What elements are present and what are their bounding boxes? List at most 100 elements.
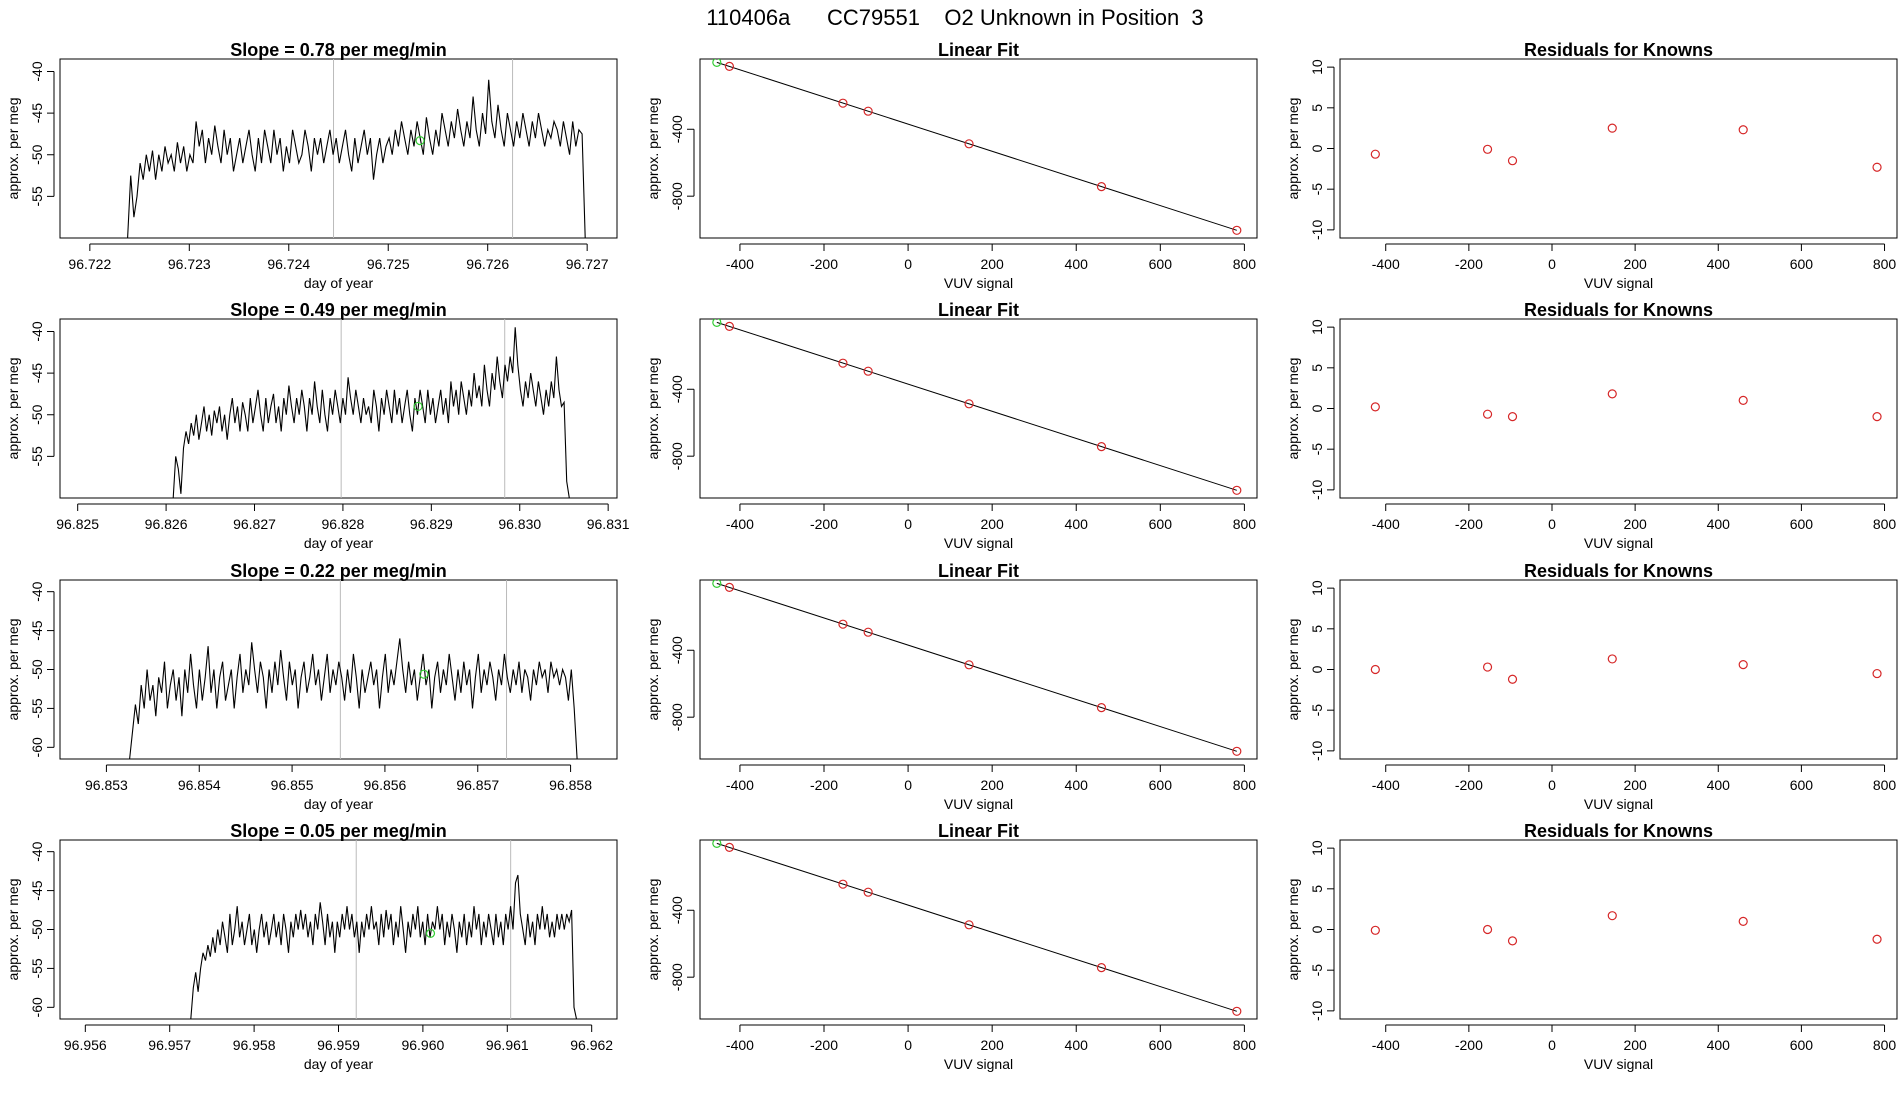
y-tick-label: 10 (1309, 580, 1325, 596)
known-point (1096, 182, 1107, 192)
y-tick-label: -800 (669, 703, 685, 731)
y-tick-label: -10 (1309, 741, 1325, 761)
x-tick-label: 96.825 (56, 516, 99, 532)
y-tick-label: -400 (669, 636, 685, 664)
x-tick-label: 96.856 (364, 777, 407, 793)
y-tick-label: -60 (29, 737, 45, 757)
x-tick-label: -200 (810, 777, 838, 793)
known-point (1507, 674, 1518, 684)
unknown-point (413, 401, 423, 412)
x-axis-label: day of year (304, 275, 374, 291)
series-line (127, 79, 586, 238)
x-axis-label: VUV signal (1584, 535, 1653, 551)
y-tick-label: -55 (29, 186, 45, 206)
known-point (1738, 395, 1748, 405)
chart-title: Slope = 0.22 per meg/min (230, 561, 447, 581)
unknown-point (425, 928, 436, 938)
y-tick-label: -400 (669, 896, 685, 924)
plot-area (712, 59, 1242, 235)
known-point (863, 627, 873, 637)
x-tick-label: 800 (1233, 1037, 1257, 1053)
x-tick-label: -200 (1455, 516, 1483, 532)
x-tick-label: 0 (1548, 516, 1556, 532)
known-point (1370, 149, 1380, 159)
known-point (1232, 485, 1242, 495)
plot-area (190, 840, 578, 1019)
chart-panel-6: Linear Fit -400 -200 0 200 400 600 800 VUV signa… (645, 300, 1258, 551)
known-point (724, 582, 735, 592)
y-tick-label: 0 (1309, 665, 1325, 673)
x-tick-label: 96.853 (85, 777, 128, 793)
chart-panel-10: Residuals for Knowns -400 -200 0 200 400 600 80… (1285, 300, 1898, 551)
y-axis-label: approx. per meg (5, 619, 21, 721)
known-point (863, 887, 873, 897)
unknown-point (712, 580, 722, 588)
known-point (1607, 654, 1617, 664)
x-tick-label: 400 (1707, 777, 1731, 793)
y-tick-label: -45 (29, 363, 45, 383)
known-point (964, 139, 974, 149)
chart-title: Linear Fit (938, 40, 1019, 60)
plot-frame (59, 839, 618, 1020)
known-point (964, 399, 974, 409)
page-title: 110406a CC79551 O2 Unknown in Position 3 (706, 5, 1203, 30)
x-tick-label: -200 (810, 256, 838, 272)
plot-frame (59, 58, 618, 239)
plot-area (712, 580, 1242, 756)
chart-title: Residuals for Knowns (1524, 561, 1713, 581)
y-tick-label: -55 (29, 446, 45, 466)
x-tick-label: 200 (980, 516, 1004, 532)
y-tick-label: 5 (1309, 625, 1325, 633)
x-tick-label: 800 (1873, 256, 1897, 272)
known-point (838, 619, 848, 629)
y-tick-label: -40 (29, 61, 45, 81)
x-tick-label: 96.725 (367, 256, 410, 272)
unknown-point (415, 135, 425, 146)
known-point (1232, 225, 1242, 235)
y-axis-label: approx. per meg (5, 879, 21, 981)
x-tick-label: -400 (726, 256, 754, 272)
x-tick-label: -200 (1455, 1037, 1483, 1053)
x-tick-label: 600 (1149, 777, 1173, 793)
known-point (1872, 162, 1882, 172)
known-point (1872, 668, 1882, 679)
x-tick-label: 96.857 (456, 777, 499, 793)
known-point (838, 879, 848, 889)
y-tick-label: 0 (1309, 925, 1325, 933)
y-axis-label: approx. per meg (5, 358, 21, 460)
known-point (1096, 963, 1107, 973)
x-axis-label: VUV signal (1584, 796, 1653, 812)
known-point (838, 358, 848, 368)
y-tick-label: 5 (1309, 364, 1325, 372)
x-tick-label: 96.956 (64, 1037, 107, 1053)
x-tick-label: 96.958 (233, 1037, 276, 1053)
x-tick-label: -200 (810, 516, 838, 532)
x-tick-label: 96.854 (178, 777, 221, 793)
known-point (863, 106, 873, 116)
y-tick-label: 0 (1309, 144, 1325, 152)
known-point (1232, 1006, 1242, 1016)
y-axis-label: approx. per meg (1285, 619, 1301, 721)
known-point (964, 660, 974, 670)
x-axis-label: day of year (304, 1056, 374, 1072)
known-point (1482, 409, 1493, 419)
chart-title: Slope = 0.78 per meg/min (230, 40, 447, 60)
known-point (1738, 660, 1748, 670)
chart-panel-4: Slope = 0.05 per meg/min 96.956 96.957 96.9… (5, 821, 618, 1072)
x-tick-label: 800 (1233, 777, 1257, 793)
x-tick-label: 0 (1548, 256, 1556, 272)
x-axis-label: VUV signal (944, 535, 1013, 551)
y-tick-label: -45 (29, 620, 45, 640)
x-tick-label: 200 (980, 1037, 1004, 1053)
fit-line (716, 582, 1237, 752)
x-tick-label: 800 (1233, 256, 1257, 272)
y-tick-label: -10 (1309, 1001, 1325, 1021)
plot-frame (1339, 579, 1898, 760)
x-tick-label: 96.727 (566, 256, 609, 272)
x-tick-label: 0 (904, 256, 912, 272)
fit-line (716, 321, 1237, 491)
y-tick-label: -800 (669, 182, 685, 210)
x-tick-label: -200 (1455, 256, 1483, 272)
known-point (964, 920, 974, 930)
